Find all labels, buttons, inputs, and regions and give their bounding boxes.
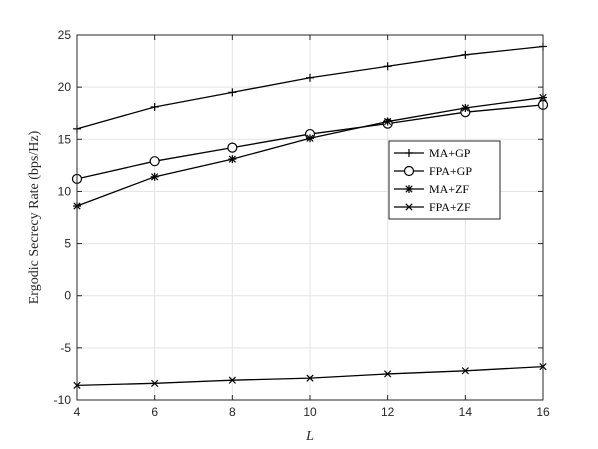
x-tick-label: 8	[229, 405, 236, 419]
legend-item-ma-gp: MA+GP	[394, 146, 471, 160]
data-point-ma-zf	[461, 104, 470, 112]
legend-marker	[403, 165, 415, 177]
data-point-ma-gp	[150, 102, 159, 111]
x-tick-label: 6	[151, 405, 158, 419]
y-tick-label: -10	[54, 393, 72, 407]
legend-label: FPA+GP	[429, 164, 472, 178]
y-tick-label: 25	[58, 28, 72, 42]
legend-marker	[405, 203, 413, 211]
y-tick-label: 5	[64, 237, 71, 251]
series-ma-zf	[73, 93, 547, 211]
x-tick-label: 14	[459, 405, 473, 419]
data-point-fpa-zf	[461, 367, 469, 375]
data-point-ma-zf	[383, 117, 392, 126]
y-tick-label: 10	[58, 184, 72, 198]
data-point-ma-zf	[228, 155, 237, 164]
series-layer	[71, 42, 549, 390]
data-point-ma-gp	[228, 88, 237, 97]
x-tick-label: 10	[303, 405, 317, 419]
data-point-ma-gp	[383, 62, 392, 71]
data-point-fpa-zf	[306, 374, 314, 382]
data-point-ma-gp	[306, 73, 314, 82]
y-tick-label: 0	[64, 289, 71, 303]
legend-marker	[405, 185, 413, 193]
x-axis-label: L	[305, 429, 314, 444]
x-tick-label: 12	[381, 405, 395, 419]
data-point-ma-zf	[150, 172, 159, 181]
x-tick-label: 4	[74, 405, 81, 419]
y-axis-label: Ergodic Secrecy Rate (bps/Hz)	[27, 130, 42, 304]
data-point-fpa-gp	[227, 142, 238, 153]
data-point-ma-gp	[461, 50, 470, 59]
data-point-fpa-gp	[149, 156, 160, 167]
x-tick-label: 16	[536, 405, 550, 419]
axis-ticks: 4 6 8 10 12 14 16 -10 -5 0 5 10 15 20 25	[54, 28, 550, 419]
legend-label: MA+GP	[429, 146, 471, 160]
legend-item-ma-zf: MA+ZF	[394, 182, 469, 196]
legend-label: MA+ZF	[429, 182, 469, 196]
legend-item-fpa-gp: FPA+GP	[394, 164, 472, 178]
data-point-fpa-zf	[151, 379, 159, 387]
data-point-fpa-zf	[384, 370, 392, 378]
y-tick-label: 15	[58, 132, 72, 146]
y-tick-label: 20	[58, 80, 72, 94]
legend: MA+GP FPA+GP MA+ZF FPA+ZF	[388, 140, 501, 220]
legend-label: FPA+ZF	[429, 200, 471, 214]
data-point-fpa-zf	[228, 376, 236, 384]
legend-marker	[405, 149, 413, 157]
y-tick-label: -5	[60, 341, 71, 355]
legend-item-fpa-zf: FPA+ZF	[394, 200, 471, 214]
data-point-ma-zf	[306, 134, 314, 143]
